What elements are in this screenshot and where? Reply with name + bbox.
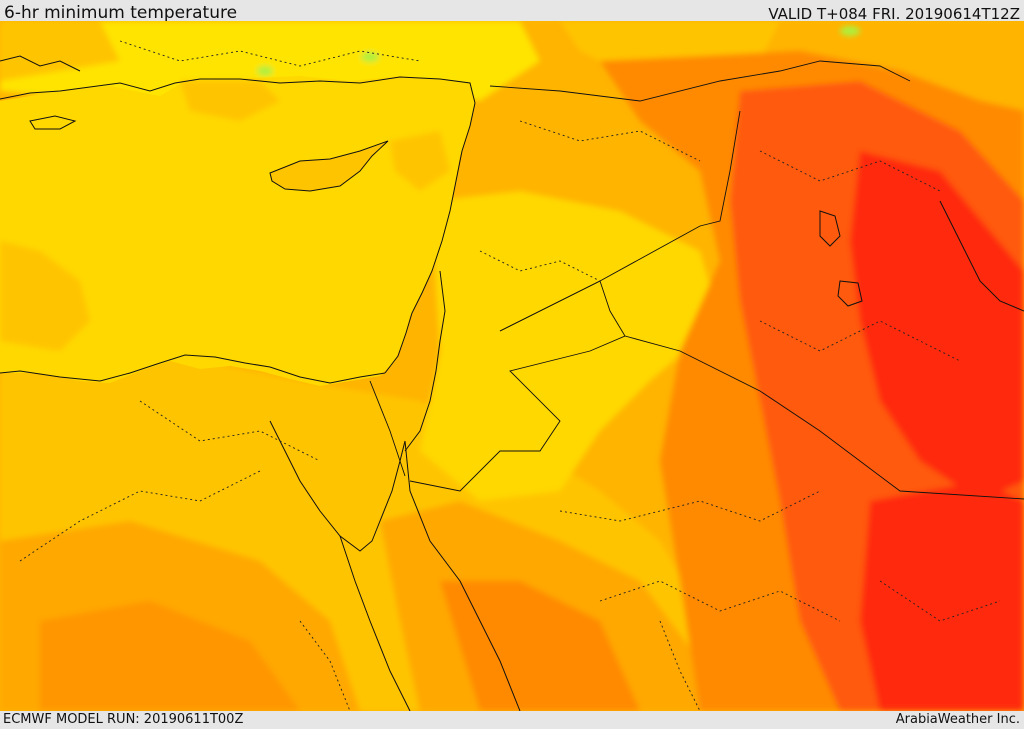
- cyprus-island: [269, 140, 389, 192]
- map-canvas: [0, 21, 1024, 711]
- coast-egypt: [0, 354, 386, 384]
- coast-levant: [384, 102, 476, 374]
- coast-redsea-east: [404, 440, 521, 711]
- borders: [369, 60, 1024, 500]
- border-jordan-saudi: [409, 280, 626, 492]
- admin-8: [759, 320, 961, 362]
- med-orange-2: [180, 81, 280, 121]
- coast-redsea-west: [339, 535, 411, 711]
- valid-time: VALID T+084 FRI. 20190614T12Z: [768, 5, 1020, 23]
- map-title: 6-hr minimum temperature: [4, 3, 238, 23]
- field-saudi-west-dark: [440, 581, 640, 711]
- field-green-1: [257, 66, 273, 76]
- border-egypt-israel: [369, 380, 406, 477]
- admin-2: [519, 120, 701, 162]
- field-levant: [420, 191, 720, 501]
- border-iraq-saudi: [624, 335, 1024, 500]
- coast-crete: [29, 115, 77, 130]
- title-bar: 6-hr minimum temperature VALID T+084 FRI…: [0, 0, 1024, 23]
- footer-bar: ECMWF MODEL RUN: 20190611T00Z ArabiaWeat…: [0, 711, 1024, 729]
- model-run: ECMWF MODEL RUN: 20190611T00Z: [3, 712, 244, 727]
- coast-dead-sea: [404, 270, 446, 452]
- temperature-map[interactable]: [0, 21, 1024, 711]
- admin-4: [139, 400, 321, 462]
- coast-gulf: [939, 200, 1024, 312]
- coastlines: [0, 55, 1024, 711]
- med-orange-1: [0, 241, 90, 351]
- field-iraq-red: [850, 151, 1024, 501]
- field-egypt-dark: [40, 601, 300, 711]
- admin-6: [559, 490, 821, 522]
- field-green-2: [361, 52, 379, 62]
- coast-aegean: [0, 55, 81, 72]
- field-green-3: [840, 26, 860, 36]
- med-orange-3: [390, 131, 450, 191]
- admin-12: [479, 250, 601, 282]
- lake-habbaniyah: [837, 280, 863, 307]
- coast-turkey: [0, 76, 476, 104]
- border-turkey-syria: [489, 60, 911, 102]
- lake-tharthar: [819, 210, 841, 247]
- coast-suez: [269, 420, 406, 552]
- admin-boundaries: [19, 40, 1001, 711]
- admin-9: [299, 620, 351, 711]
- field-se-red: [860, 481, 1024, 711]
- field-north-orange: [0, 21, 120, 81]
- credit-text: ArabiaWeather Inc.: [895, 712, 1020, 727]
- admin-7: [599, 580, 841, 622]
